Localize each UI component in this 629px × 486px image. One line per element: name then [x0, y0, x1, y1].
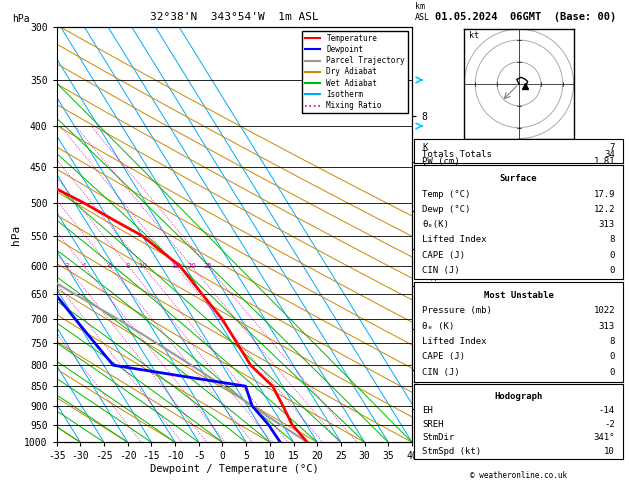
Text: Surface: Surface	[500, 174, 537, 183]
Y-axis label: hPa: hPa	[11, 225, 21, 244]
Text: Lifted Index: Lifted Index	[422, 337, 487, 346]
Text: Temp (°C): Temp (°C)	[422, 190, 470, 199]
Text: 1.81: 1.81	[593, 157, 615, 166]
Text: 1022: 1022	[593, 306, 615, 315]
Text: Lifted Index: Lifted Index	[422, 235, 487, 244]
Text: 25: 25	[203, 263, 212, 269]
Text: 8: 8	[610, 235, 615, 244]
Text: 20: 20	[187, 263, 196, 269]
Text: StmSpd (kt): StmSpd (kt)	[422, 447, 481, 456]
Text: kt: kt	[469, 31, 479, 40]
Y-axis label: Mixing Ratio (g/kg): Mixing Ratio (g/kg)	[430, 183, 438, 286]
Text: © weatheronline.co.uk: © weatheronline.co.uk	[470, 471, 567, 480]
Text: 10: 10	[138, 263, 148, 269]
Text: 12.2: 12.2	[593, 205, 615, 214]
Text: 0: 0	[610, 352, 615, 362]
Text: 0: 0	[610, 368, 615, 377]
Text: -2: -2	[604, 419, 615, 429]
Text: CAPE (J): CAPE (J)	[422, 352, 465, 362]
Text: 0: 0	[610, 250, 615, 260]
Text: StmDir: StmDir	[422, 433, 455, 442]
Text: CAPE (J): CAPE (J)	[422, 250, 465, 260]
Text: LCL: LCL	[413, 421, 428, 430]
Text: 32°38'N  343°54'W  1m ASL: 32°38'N 343°54'W 1m ASL	[150, 12, 319, 22]
Text: 313: 313	[599, 220, 615, 229]
Text: 341°: 341°	[593, 433, 615, 442]
Text: θₑ (K): θₑ (K)	[422, 322, 455, 331]
Text: 16: 16	[171, 263, 180, 269]
Text: Totals Totals: Totals Totals	[422, 150, 492, 159]
Text: Hodograph: Hodograph	[494, 392, 543, 401]
Text: SREH: SREH	[422, 419, 444, 429]
Text: 3: 3	[64, 263, 69, 269]
Text: CIN (J): CIN (J)	[422, 368, 460, 377]
Text: Pressure (mb): Pressure (mb)	[422, 306, 492, 315]
Text: 10: 10	[604, 447, 615, 456]
Text: 8: 8	[126, 263, 130, 269]
Text: 01.05.2024  06GMT  (Base: 00): 01.05.2024 06GMT (Base: 00)	[435, 12, 616, 22]
Text: θₑ(K): θₑ(K)	[422, 220, 449, 229]
Text: Most Unstable: Most Unstable	[484, 291, 554, 300]
Text: 7: 7	[610, 143, 615, 153]
Text: 8: 8	[610, 337, 615, 346]
Text: 34: 34	[604, 150, 615, 159]
Text: 17.9: 17.9	[593, 190, 615, 199]
Text: 6: 6	[107, 263, 111, 269]
Text: PW (cm): PW (cm)	[422, 157, 460, 166]
X-axis label: Dewpoint / Temperature (°C): Dewpoint / Temperature (°C)	[150, 464, 319, 474]
Text: EH: EH	[422, 406, 433, 415]
Text: km
ASL: km ASL	[415, 2, 430, 22]
Text: CIN (J): CIN (J)	[422, 266, 460, 275]
Text: -14: -14	[599, 406, 615, 415]
Legend: Temperature, Dewpoint, Parcel Trajectory, Dry Adiabat, Wet Adiabat, Isotherm, Mi: Temperature, Dewpoint, Parcel Trajectory…	[302, 31, 408, 113]
Text: hPa: hPa	[13, 14, 30, 24]
Text: 4: 4	[82, 263, 86, 269]
Text: K: K	[422, 143, 428, 153]
Text: 0: 0	[610, 266, 615, 275]
Text: 313: 313	[599, 322, 615, 331]
Text: Dewp (°C): Dewp (°C)	[422, 205, 470, 214]
